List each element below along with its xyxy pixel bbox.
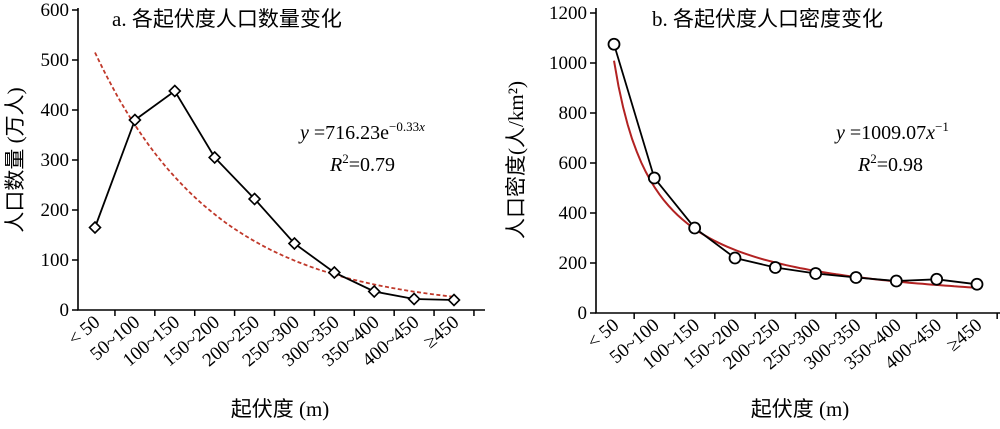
panel-b: b. 各起伏度人口密度变化 0 200 400 600 800 1000 1200 < 50…	[504, 3, 1000, 421]
panel-b-fit-curve	[613, 60, 978, 289]
y-tick-label: 800	[559, 103, 588, 124]
data-point	[447, 293, 461, 307]
panel-a-eq-exp: −0.33	[389, 119, 419, 134]
y-tick-label: 1200	[549, 3, 587, 24]
y-tick-label: 500	[41, 50, 70, 71]
panel-b-r2: R2=0.98	[857, 151, 923, 176]
panel-b-markers	[607, 37, 984, 291]
panel-a-eq-y: y	[298, 122, 309, 144]
y-tick-label: 0	[60, 300, 70, 321]
panel-a-r2-val: =0.79	[349, 154, 395, 176]
panel-a-title: a. 各起伏度人口数量变化	[112, 7, 342, 31]
panel-a-r2-sup: 2	[342, 151, 349, 166]
panel-b-eq-body: =1009.07	[845, 122, 926, 144]
data-point	[889, 274, 903, 288]
panel-b-x-ticks: < 5050~100100~150150~200200~250250~30030…	[583, 313, 998, 374]
data-point	[168, 84, 182, 98]
panel-b-r2-val: =0.98	[877, 154, 923, 176]
panel-a-r2-r: R	[329, 154, 342, 176]
data-point	[970, 277, 984, 291]
panel-b-eq-x: x	[925, 122, 935, 144]
panel-a-axes	[77, 8, 485, 311]
panel-a-series-line	[94, 89, 455, 301]
panel-b-x-label: 起伏度 (m)	[751, 397, 850, 421]
y-tick-label: 600	[559, 153, 588, 174]
panel-a-r2: R2=0.79	[329, 151, 395, 176]
panel-b-title: b. 各起伏度人口密度变化	[652, 7, 883, 31]
panel-b-y-ticks: 0 200 400 600 800 1000 1200	[549, 3, 596, 324]
panel-b-series-line	[613, 44, 978, 286]
panel-a-y-label: 人口数量 (万人)	[3, 87, 27, 232]
x-tick-label: ≥450	[943, 315, 986, 356]
y-tick-label: 100	[41, 250, 70, 271]
panel-a-eq-body: =716.23e	[309, 122, 389, 144]
y-tick-label: 400	[41, 100, 70, 121]
x-tick-label: ≥450	[420, 312, 463, 353]
panel-b-eq-exp: −1	[935, 119, 949, 134]
data-point	[728, 251, 742, 265]
panel-a-equation: y =716.23e−0.33x	[298, 119, 425, 144]
panel-a: a. 各起伏度人口数量变化 0 100 200 300 400 500 600 < 5050…	[3, 0, 485, 421]
panel-a-markers	[88, 84, 461, 307]
y-tick-label: 1000	[549, 53, 587, 74]
y-tick-label: 0	[578, 303, 588, 324]
data-point	[607, 37, 621, 51]
data-point	[247, 192, 262, 206]
panel-b-r2-sup: 2	[870, 151, 877, 166]
panel-a-x-ticks: < 5050~100100~150150~200200~250250~30030…	[64, 310, 475, 371]
panel-b-equation: y =1009.07x−1	[834, 119, 949, 144]
data-point	[88, 220, 102, 235]
data-point	[768, 261, 782, 274]
y-tick-label: 200	[41, 200, 70, 221]
data-point	[367, 284, 381, 299]
data-point	[128, 113, 142, 127]
panel-a-x-label: 起伏度 (m)	[231, 397, 330, 421]
y-tick-label: 400	[559, 203, 588, 224]
panel-b-y-label: 人口密度(人/km²)	[504, 81, 528, 239]
panel-a-eq-exp-var: x	[418, 119, 425, 134]
data-point	[407, 292, 421, 306]
data-point	[809, 267, 823, 280]
data-point	[287, 236, 302, 251]
data-point	[327, 265, 341, 280]
panel-a-fit-curve	[94, 52, 455, 298]
y-tick-label: 600	[41, 0, 70, 21]
data-point	[647, 171, 661, 185]
y-tick-label: 300	[41, 150, 70, 171]
panel-b-eq-y: y	[834, 122, 845, 144]
panel-b-r2-r: R	[857, 154, 870, 176]
data-point	[849, 271, 863, 284]
data-point	[208, 150, 222, 165]
data-point	[688, 221, 702, 235]
y-tick-label: 200	[559, 253, 588, 274]
data-point	[930, 272, 944, 286]
panel-a-y-ticks: 0 100 200 300 400 500 600	[41, 0, 78, 321]
